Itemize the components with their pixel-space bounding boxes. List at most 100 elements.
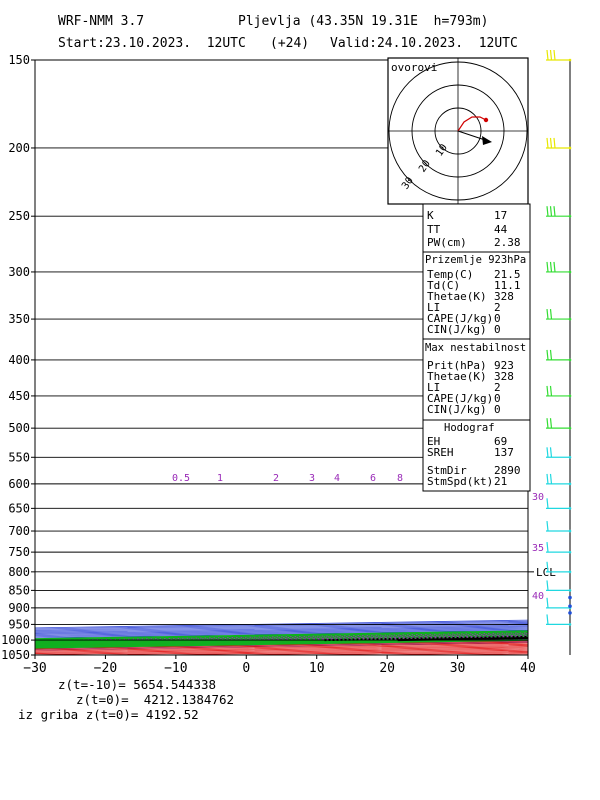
y-tick-label: 800	[8, 565, 30, 579]
x-tick-label: 30	[450, 661, 466, 676]
hodo-stats-label: StmSpd(kt)	[427, 475, 493, 488]
surface-label: Thetae(K)	[427, 290, 487, 303]
wind-barb-feather	[546, 349, 549, 360]
wind-barb-dot	[568, 270, 572, 274]
maxinst-value: 2	[494, 381, 501, 394]
storm-motion-arrow	[482, 136, 492, 145]
y-tick-label: 600	[8, 477, 30, 491]
maxinst-label: Thetae(K)	[427, 370, 487, 383]
y-tick-label: 200	[8, 141, 30, 155]
mixing-ratio-line	[290, 635, 528, 641]
maxinst-label: Prit(hPa)	[427, 359, 487, 372]
wind-barb-feather	[546, 580, 549, 591]
maxinst-label: CIN(J/kg)	[427, 403, 487, 416]
y-tick-label: 250	[8, 209, 30, 223]
maxinst-label: CAPE(J/kg)	[427, 392, 493, 405]
footer-z-minus10: z(t=-10)= 5654.544338	[58, 677, 217, 692]
start-time: Start:23.10.2023. 12UTC	[58, 36, 246, 51]
wind-barb-dot	[568, 589, 572, 592]
maxinst-value: 923	[494, 359, 514, 372]
maxinst-title: Max nestabilnost	[425, 342, 526, 354]
x-tick-label: 40	[520, 661, 536, 676]
wind-barb-dot	[568, 394, 572, 398]
maxinst-value: 328	[494, 370, 514, 383]
wind-barb-feather	[546, 498, 549, 509]
wind-barb-feather	[549, 206, 553, 217]
wind-barb-dot	[568, 317, 572, 321]
theta-e-label: 35	[532, 543, 544, 554]
wind-barb-feather	[549, 137, 553, 149]
surface-value: 11.1	[494, 279, 521, 292]
y-tick-label: 850	[8, 583, 30, 597]
mixing-ratio-label: 4	[334, 473, 340, 484]
wind-barb-feather	[549, 473, 553, 484]
hodo-stats-value: 69	[494, 435, 507, 448]
footer-z-zero: z(t=0)= 4212.1384762	[76, 692, 235, 707]
wind-barb-dot	[568, 623, 572, 626]
x-tick-label: −30	[23, 661, 46, 676]
y-tick-label: 400	[8, 353, 30, 367]
y-tick-label: 300	[8, 265, 30, 279]
wind-barb-dot	[568, 550, 572, 554]
wind-barb-feather	[549, 418, 553, 429]
wind-calm-dot	[568, 595, 572, 600]
index-value: 44	[494, 223, 508, 236]
max-instability-panel: Max nestabilnost Prit(hPa) 923 Thetae(K)…	[422, 338, 531, 421]
wind-barb-feather	[546, 385, 549, 396]
wind-barb-feather	[546, 447, 549, 458]
y-tick-label: 500	[8, 421, 30, 435]
wind-calm-dot	[568, 604, 572, 608]
wind-barb-feather	[546, 520, 549, 532]
x-tick-label: 0	[242, 661, 250, 676]
index-label: PW(cm)	[427, 236, 467, 249]
wind-barb-feather	[553, 261, 556, 273]
hodo-stats-value: 21	[494, 475, 507, 488]
mixing-ratio-line	[125, 633, 528, 641]
wind-barb-feather	[546, 473, 549, 484]
wind-barb-feather	[546, 418, 549, 429]
hodo-stats-label: EH	[427, 435, 440, 448]
wind-barb-feather	[546, 206, 549, 217]
wind-calm-dot	[568, 611, 572, 615]
indices-panel: K 17 TT 44 PW(cm) 2.38	[422, 203, 531, 253]
wind-barb-feather	[546, 561, 549, 572]
mixing-ratio-line	[459, 638, 528, 641]
hodo-stats-value: 2890	[494, 464, 521, 477]
surface-label: CAPE(J/kg)	[427, 312, 493, 325]
x-tick-label: 20	[379, 661, 395, 676]
mixing-ratio-line	[320, 636, 528, 641]
wind-barb-feather	[546, 137, 549, 149]
station-title: Pljevlja (43.35N 19.31E h=793m)	[238, 14, 489, 29]
y-tick-label: 1000	[1, 633, 30, 647]
model-title: WRF-NMM 3.7	[58, 14, 145, 29]
wind-barb-dot	[568, 358, 572, 362]
surface-value: 0	[494, 312, 501, 325]
surface-value: 328	[494, 290, 514, 303]
maxinst-value: 0	[494, 392, 501, 405]
hodograph-label: ovorovi	[391, 61, 437, 74]
wind-barb-feather	[546, 597, 549, 608]
wind-barb-dot	[568, 482, 572, 486]
wind-barb-feather	[549, 447, 553, 458]
x-tick-label: −20	[94, 661, 117, 676]
footer-z-grib: iz griba z(t=0)= 4192.52	[18, 707, 199, 722]
wind-barb-feather	[549, 261, 553, 273]
dry-adiabat-line	[160, 648, 528, 655]
index-value: 17	[494, 209, 507, 222]
y-tick-label: 1050	[1, 648, 30, 662]
wind-barb-dot	[568, 455, 572, 459]
wind-barb-feather	[553, 137, 556, 149]
surface-label: Temp(C)	[427, 268, 473, 281]
wind-barb-feather	[546, 542, 549, 553]
index-label: K	[427, 209, 434, 222]
mixing-ratio-label: 0.5	[172, 473, 190, 484]
surface-panel: Prizemlje 923hPa Temp(C) 21.5 Td(C) 11.1…	[422, 251, 531, 340]
wind-barb-feather	[546, 49, 549, 61]
theta-e-label: 30	[532, 492, 544, 503]
wind-barb-feather	[549, 49, 553, 61]
lead-time: (+24)	[270, 36, 310, 51]
wind-barb-dot	[568, 507, 572, 510]
y-tick-label: 150	[8, 53, 30, 67]
x-tick-label: 10	[309, 661, 325, 676]
mixing-ratio-line	[185, 634, 528, 641]
